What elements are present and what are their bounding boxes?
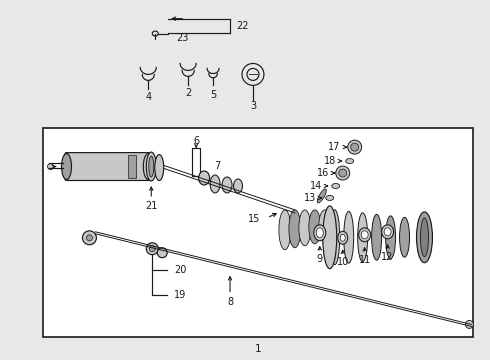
Ellipse shape: [155, 154, 164, 180]
Bar: [192, 148, 200, 176]
Ellipse shape: [361, 231, 368, 239]
Ellipse shape: [386, 216, 395, 259]
Text: 21: 21: [145, 201, 157, 211]
Circle shape: [147, 243, 158, 255]
Ellipse shape: [326, 195, 334, 201]
Text: 1: 1: [255, 345, 261, 354]
Circle shape: [157, 248, 167, 258]
Ellipse shape: [62, 154, 72, 180]
Text: 20: 20: [174, 265, 187, 275]
Text: 2: 2: [185, 88, 191, 98]
Ellipse shape: [143, 154, 153, 180]
Text: 9: 9: [317, 254, 323, 264]
Text: 11: 11: [359, 255, 371, 265]
Text: 23: 23: [176, 32, 189, 42]
Circle shape: [336, 166, 350, 180]
Text: 14: 14: [310, 181, 322, 191]
Text: 17: 17: [328, 142, 341, 152]
FancyBboxPatch shape: [65, 153, 150, 180]
Ellipse shape: [358, 213, 368, 262]
Ellipse shape: [340, 234, 345, 241]
Circle shape: [86, 235, 93, 241]
Ellipse shape: [317, 189, 326, 203]
Text: 5: 5: [210, 90, 216, 100]
Ellipse shape: [382, 225, 393, 239]
Text: 4: 4: [145, 92, 151, 102]
Text: 8: 8: [227, 297, 233, 306]
Text: 7: 7: [214, 161, 220, 171]
Ellipse shape: [346, 159, 354, 163]
Circle shape: [82, 231, 97, 245]
Ellipse shape: [289, 210, 301, 248]
Text: 16: 16: [317, 168, 329, 178]
Ellipse shape: [343, 211, 354, 263]
Text: 6: 6: [193, 136, 199, 146]
Ellipse shape: [198, 171, 210, 185]
Ellipse shape: [359, 228, 370, 242]
Circle shape: [48, 163, 53, 170]
Ellipse shape: [317, 228, 323, 238]
Ellipse shape: [210, 175, 220, 193]
Ellipse shape: [319, 210, 331, 242]
Circle shape: [351, 143, 359, 151]
Ellipse shape: [309, 210, 321, 244]
Ellipse shape: [332, 184, 340, 189]
Ellipse shape: [330, 210, 340, 265]
Ellipse shape: [338, 231, 348, 244]
Ellipse shape: [371, 214, 382, 260]
Ellipse shape: [279, 210, 291, 250]
Ellipse shape: [416, 212, 433, 263]
Text: 3: 3: [250, 101, 256, 111]
Text: 10: 10: [337, 257, 349, 267]
Ellipse shape: [299, 210, 311, 246]
Ellipse shape: [234, 179, 243, 193]
Ellipse shape: [149, 156, 154, 177]
Ellipse shape: [323, 206, 337, 269]
Circle shape: [348, 140, 362, 154]
Text: 22: 22: [236, 21, 248, 31]
Circle shape: [339, 169, 347, 177]
Bar: [43, 128, 473, 337]
Ellipse shape: [420, 218, 428, 257]
Text: 18: 18: [323, 156, 336, 166]
Circle shape: [149, 246, 155, 252]
Ellipse shape: [147, 152, 156, 181]
Circle shape: [466, 320, 473, 328]
Ellipse shape: [222, 177, 232, 193]
Ellipse shape: [314, 225, 326, 241]
Text: 12: 12: [381, 252, 394, 262]
Ellipse shape: [384, 228, 391, 236]
Bar: [128, 155, 136, 178]
Ellipse shape: [399, 217, 410, 257]
Text: 13: 13: [303, 193, 316, 203]
Text: 19: 19: [174, 289, 187, 300]
Text: 15: 15: [247, 214, 260, 224]
